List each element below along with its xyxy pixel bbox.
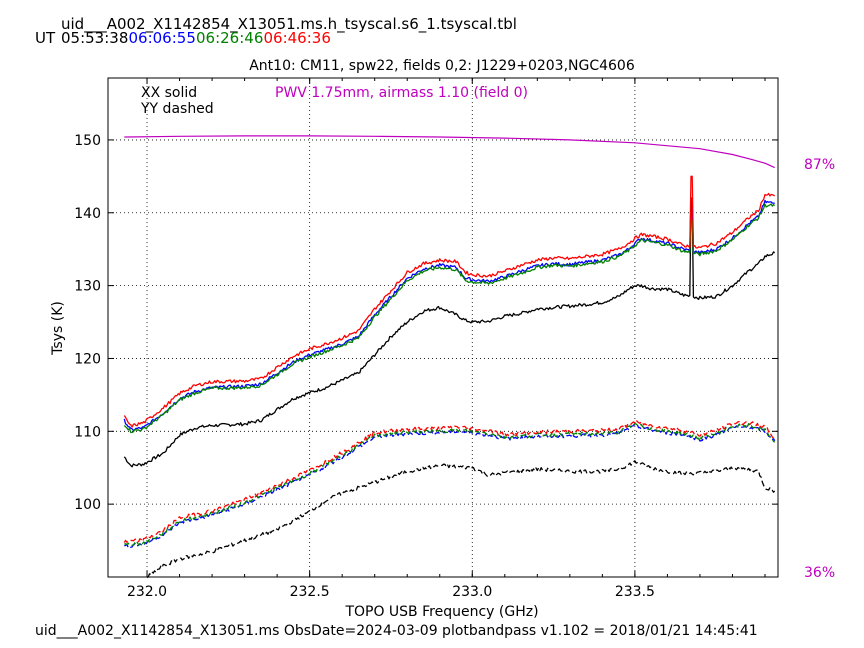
header-time-1: 06:06:55: [129, 29, 196, 47]
plot-frame: [107, 77, 779, 578]
tick-label-y-4: 140: [74, 206, 101, 222]
pwv-annotation: PWV 1.75mm, airmass 1.10 (field 0): [275, 85, 528, 101]
legend-entry-xx: XX solid: [141, 85, 197, 101]
y-axis-label: Tsys (K): [50, 301, 66, 356]
series-1: [123, 197, 775, 432]
header-times: 05:53:38 06:06:55 06:26:46 06:46:36: [61, 29, 331, 47]
header-ut-label: UT: [35, 29, 56, 47]
series-4: [146, 460, 776, 579]
header-time-0: 05:53:38: [61, 29, 128, 47]
header-time-2: 06:26:46: [196, 29, 263, 47]
transmission-top-label: 87%: [804, 157, 835, 173]
series-layer: [123, 135, 776, 579]
tick-label-y-1: 110: [74, 424, 101, 440]
header-filename: uid___A002_X1142854_X13051.ms.h_tsyscal.…: [61, 15, 517, 34]
series-7: [123, 419, 775, 543]
tick-label-x-2: 233.0: [452, 584, 492, 600]
series-6: [124, 422, 776, 547]
axis-ticks: 232.0 232.5 233.0 233.5 100 110 120 130 140 150: [74, 78, 778, 600]
tick-label-y-5: 150: [74, 133, 101, 149]
series-2: [123, 203, 776, 434]
tick-label-y-0: 100: [74, 497, 101, 513]
tick-label-x-3: 233.5: [615, 584, 655, 600]
plot-area: [108, 78, 778, 577]
tick-label-y-3: 130: [74, 279, 101, 295]
tick-label-x-1: 232.5: [290, 584, 330, 600]
series-3: [123, 175, 776, 428]
x-axis-label: TOPO USB Frequency (GHz): [344, 604, 538, 620]
header-time-3: 06:46:36: [264, 29, 331, 47]
legend-entry-yy: YY dashed: [140, 101, 214, 117]
tick-label-y-2: 120: [74, 351, 101, 367]
transmission-curve: [124, 135, 775, 169]
series-0: [123, 201, 776, 468]
footer-text: uid___A002_X1142854_X13051.ms ObsDate=20…: [35, 623, 758, 639]
chart-title: Ant10: CM11, spw22, fields 0,2: J1229+02…: [249, 58, 635, 74]
transmission-bottom-label: 36%: [804, 565, 835, 581]
tick-label-x-0: 232.0: [127, 584, 167, 600]
